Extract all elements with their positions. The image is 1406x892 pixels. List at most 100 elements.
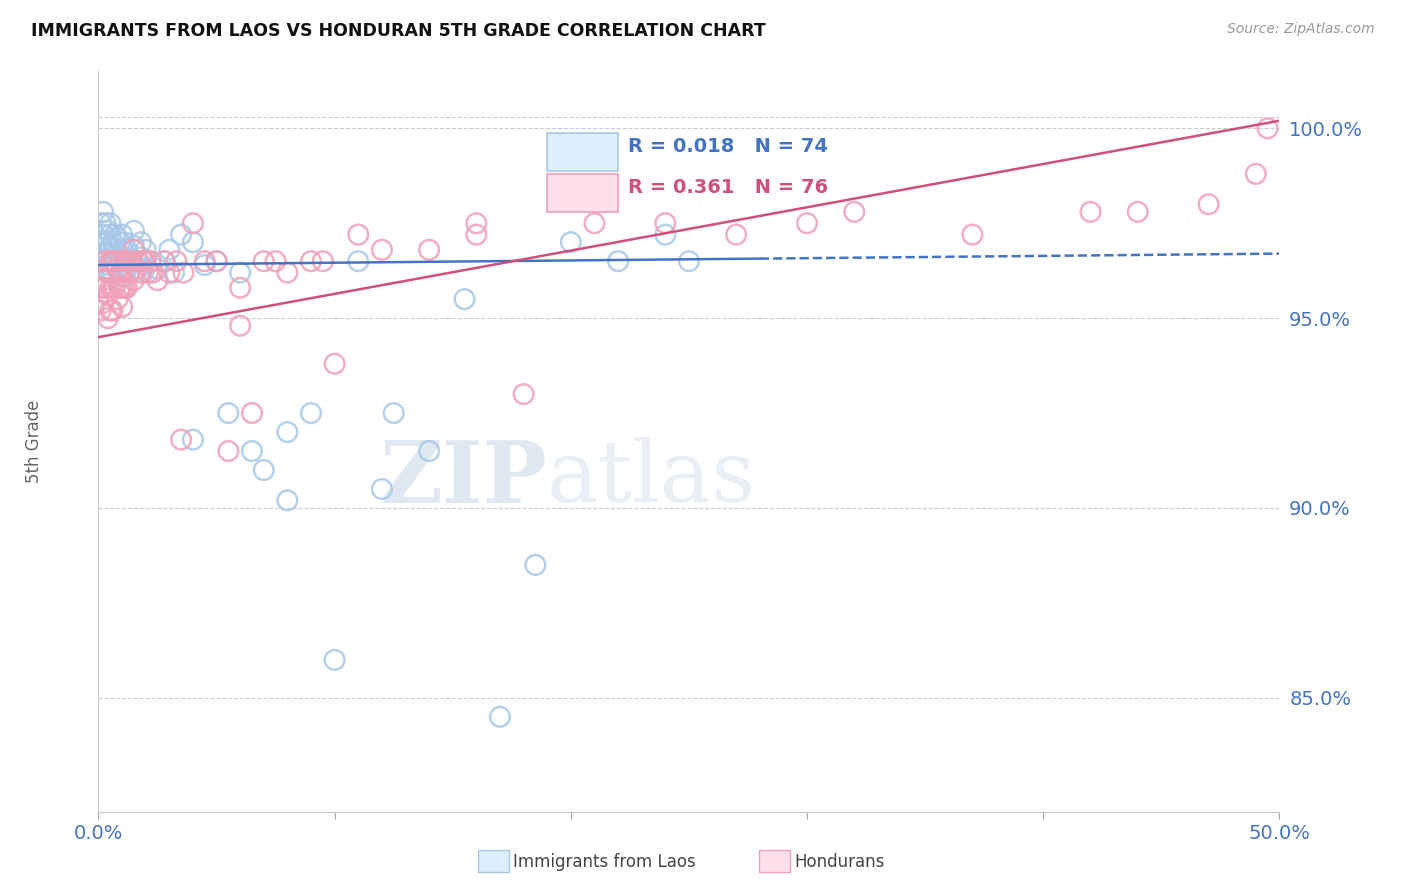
Point [844, 204, 866, 219]
Text: Source: ZipAtlas.com: Source: ZipAtlas.com [1227, 22, 1375, 37]
Point [94, 254, 117, 268]
Point [323, 357, 346, 371]
Point [135, 243, 157, 257]
Point [125, 254, 148, 268]
Point [90, 235, 112, 250]
Point [121, 254, 143, 268]
Point [105, 261, 128, 276]
Text: R = 0.361   N = 76: R = 0.361 N = 76 [627, 178, 828, 197]
Point [205, 254, 228, 268]
Point [165, 254, 187, 268]
Text: IMMIGRANTS FROM LAOS VS HONDURAN 5TH GRADE CORRELATION CHART: IMMIGRANTS FROM LAOS VS HONDURAN 5TH GRA… [31, 22, 766, 40]
Point [98, 303, 121, 318]
Point [153, 254, 176, 268]
Point [146, 273, 169, 287]
FancyBboxPatch shape [547, 133, 619, 171]
Point [129, 235, 152, 250]
Point [962, 227, 984, 242]
Point [118, 254, 141, 268]
Point [181, 216, 204, 230]
Point [583, 216, 606, 230]
Point [264, 254, 287, 268]
Point [97, 246, 120, 260]
Point [112, 251, 135, 265]
Point [276, 266, 298, 280]
Point [90, 216, 112, 230]
Point [121, 254, 143, 268]
Point [98, 266, 121, 280]
Point [217, 444, 239, 458]
Point [323, 653, 346, 667]
Text: Immigrants from Laos: Immigrants from Laos [513, 853, 696, 871]
Point [253, 254, 276, 268]
Point [111, 281, 134, 295]
Point [132, 266, 155, 280]
Point [91, 296, 114, 310]
Point [98, 281, 121, 295]
Point [229, 281, 252, 295]
Point [94, 281, 117, 295]
Point [465, 216, 488, 230]
Point [163, 266, 186, 280]
Point [104, 258, 127, 272]
Point [98, 239, 121, 253]
Text: Hondurans: Hondurans [794, 853, 884, 871]
Point [382, 406, 405, 420]
Point [118, 266, 141, 280]
Point [105, 246, 128, 260]
Point [104, 281, 127, 295]
Point [108, 235, 131, 250]
Point [276, 425, 298, 439]
Point [125, 261, 148, 276]
Point [157, 266, 180, 280]
Point [129, 251, 152, 265]
FancyBboxPatch shape [547, 174, 619, 212]
Point [135, 254, 157, 268]
Point [142, 266, 165, 280]
Point [465, 227, 488, 242]
Point [101, 246, 124, 260]
Point [115, 261, 138, 276]
Point [654, 227, 676, 242]
Point [112, 235, 135, 250]
Point [101, 266, 124, 280]
Point [104, 243, 127, 257]
Point [90, 281, 112, 295]
Point [98, 216, 121, 230]
Point [94, 235, 117, 250]
Point [524, 558, 547, 572]
Point [97, 235, 120, 250]
Point [91, 273, 114, 287]
Point [97, 224, 120, 238]
Point [98, 254, 121, 268]
Point [128, 261, 150, 276]
Point [97, 311, 120, 326]
Point [111, 258, 134, 272]
Point [146, 261, 169, 276]
Point [111, 227, 134, 242]
Point [418, 243, 440, 257]
Point [299, 406, 322, 420]
Point [111, 269, 134, 284]
Point [560, 235, 582, 250]
Point [217, 406, 239, 420]
Point [112, 254, 135, 268]
Point [112, 281, 135, 295]
Point [91, 227, 114, 242]
Point [299, 254, 322, 268]
Text: ZIP: ZIP [380, 436, 547, 521]
Point [101, 235, 124, 250]
Point [115, 281, 138, 295]
Point [172, 266, 194, 280]
Point [97, 266, 120, 280]
Point [139, 254, 162, 268]
Point [129, 266, 152, 280]
Point [181, 433, 204, 447]
Point [108, 254, 131, 268]
Point [97, 288, 120, 302]
Point [229, 318, 252, 333]
Point [725, 227, 748, 242]
Point [101, 303, 124, 318]
Point [136, 266, 159, 280]
Point [108, 254, 131, 268]
